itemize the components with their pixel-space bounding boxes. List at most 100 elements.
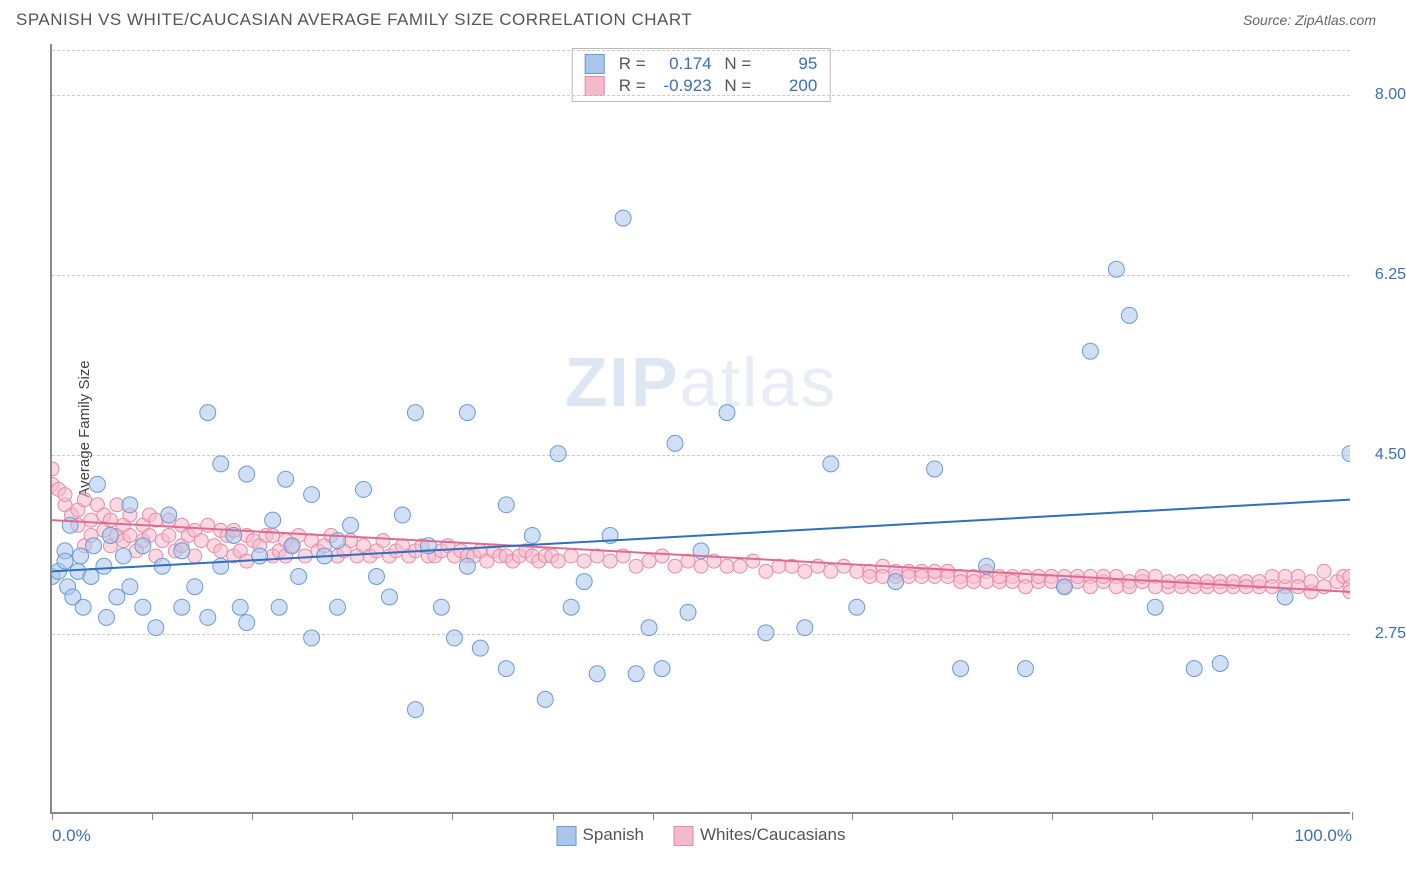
scatter-point <box>278 471 294 487</box>
scatter-point <box>837 559 851 573</box>
x-tick-mark <box>1352 812 1353 820</box>
scatter-point <box>733 559 747 573</box>
x-tick-mark <box>1052 812 1053 820</box>
scatter-point <box>459 558 475 574</box>
scatter-point <box>1200 575 1214 589</box>
scatter-point <box>1304 575 1318 589</box>
scatter-point <box>758 625 774 641</box>
scatter-point <box>798 564 812 578</box>
scatter-point <box>1108 261 1124 277</box>
y-tick-label: 4.50 <box>1356 446 1406 464</box>
scatter-point <box>103 513 117 527</box>
scatter-point <box>1212 656 1228 672</box>
scatter-point <box>162 529 176 543</box>
x-tick-mark <box>1152 812 1153 820</box>
scatter-point <box>615 210 631 226</box>
scatter-point <box>1147 599 1163 615</box>
scatter-point <box>201 518 215 532</box>
x-tick-mark <box>252 812 253 820</box>
scatter-point <box>498 497 514 513</box>
scatter-point <box>200 609 216 625</box>
scatter-point <box>927 461 943 477</box>
x-tick-mark <box>452 812 453 820</box>
scatter-point <box>89 476 105 492</box>
scatter-point <box>109 589 125 605</box>
scatter-point <box>77 493 91 507</box>
x-tick-mark <box>653 812 654 820</box>
scatter-point <box>1083 580 1097 594</box>
scatter-point <box>298 549 312 563</box>
scatter-point <box>213 558 229 574</box>
scatter-point <box>1056 579 1072 595</box>
scatter-point <box>654 661 670 677</box>
scatter-point <box>1291 580 1305 594</box>
scatter-point <box>850 564 864 578</box>
scatter-point <box>603 554 617 568</box>
scatter-point <box>75 599 91 615</box>
scatter-point <box>86 538 102 554</box>
scatter-point <box>564 549 578 563</box>
plot-region: ZIPatlas R = 0.174 N = 95 R = -0.923 N =… <box>50 44 1350 814</box>
scatter-point <box>967 575 981 589</box>
scatter-point <box>239 466 255 482</box>
scatter-point <box>1277 589 1293 605</box>
scatter-point <box>1122 580 1136 594</box>
scatter-point <box>694 559 708 573</box>
scatter-point <box>356 481 372 497</box>
scatter-point <box>304 487 320 503</box>
scatter-point <box>915 569 929 583</box>
scatter-point <box>99 609 115 625</box>
scatter-point <box>239 615 255 631</box>
legend-item-white: Whites/Caucasians <box>674 825 846 846</box>
scatter-point <box>369 569 385 585</box>
scatter-point <box>122 579 138 595</box>
scatter-point <box>524 528 540 544</box>
scatter-svg <box>52 44 1350 812</box>
scatter-point <box>84 513 98 527</box>
scatter-point <box>641 620 657 636</box>
scatter-point <box>135 538 151 554</box>
scatter-point <box>589 666 605 682</box>
scatter-point <box>187 579 203 595</box>
scatter-point <box>148 620 164 636</box>
chart-header: SPANISH VS WHITE/CAUCASIAN AVERAGE FAMIL… <box>0 0 1406 34</box>
scatter-point <box>720 559 734 573</box>
scatter-point <box>58 488 72 502</box>
scatter-point <box>1121 307 1137 323</box>
scatter-point <box>824 564 838 578</box>
scatter-point <box>1187 580 1201 594</box>
scatter-point <box>1278 569 1292 583</box>
scatter-point <box>407 702 423 718</box>
scatter-point <box>953 661 969 677</box>
scatter-point <box>459 405 475 421</box>
scatter-point <box>537 691 553 707</box>
scatter-point <box>1342 446 1350 462</box>
x-tick-mark <box>952 812 953 820</box>
x-tick-mark <box>352 812 353 820</box>
x-tick-label: 0.0% <box>52 826 91 846</box>
legend-label-white: Whites/Caucasians <box>700 825 846 844</box>
scatter-point <box>642 554 656 568</box>
legend-swatch-spanish <box>557 826 577 846</box>
x-tick-mark <box>852 812 853 820</box>
scatter-point <box>381 589 397 605</box>
scatter-point <box>628 666 644 682</box>
scatter-point <box>719 405 735 421</box>
y-tick-label: 8.00 <box>1356 86 1406 104</box>
scatter-point <box>266 529 280 543</box>
scatter-point <box>746 554 760 568</box>
scatter-point <box>563 599 579 615</box>
scatter-point <box>407 405 423 421</box>
scatter-point <box>797 620 813 636</box>
scatter-point <box>123 529 137 543</box>
scatter-point <box>304 630 320 646</box>
scatter-point <box>954 575 968 589</box>
scatter-point <box>823 456 839 472</box>
scatter-point <box>122 497 138 513</box>
chart-area: Average Family Size ZIPatlas R = 0.174 N… <box>40 44 1360 814</box>
scatter-point <box>57 553 73 569</box>
scatter-point <box>291 569 307 585</box>
scatter-point <box>1006 575 1020 589</box>
scatter-point <box>394 507 410 523</box>
scatter-point <box>1109 580 1123 594</box>
